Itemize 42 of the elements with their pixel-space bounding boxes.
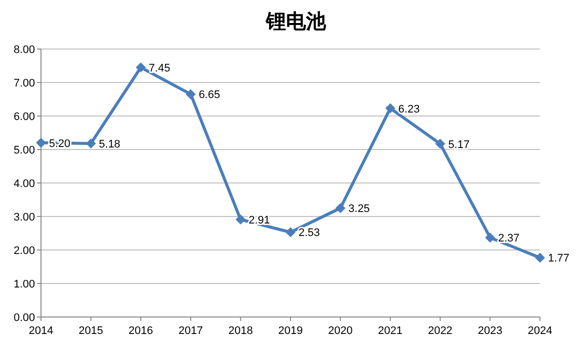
y-tick-label: 3.00 [14, 212, 35, 224]
y-tick-label: 7.00 [14, 78, 35, 90]
data-label: 5.18 [98, 138, 120, 150]
point [86, 138, 96, 148]
point [435, 138, 446, 149]
data-label: 1.77 [548, 252, 570, 265]
x-tick-label: 2019 [278, 325, 303, 337]
x-tick-label: 2017 [178, 325, 203, 337]
x-tick-label: 2024 [528, 325, 552, 337]
point [236, 214, 246, 225]
point [286, 227, 296, 238]
point [385, 103, 396, 114]
y-tick-label: 1.00 [14, 278, 35, 290]
y-tick-label: 0.00 [14, 312, 35, 324]
chart-title: 锂电池 [265, 11, 327, 33]
y-tick-label: 6.00 [14, 111, 35, 123]
x-tick-label: 2021 [378, 325, 403, 337]
x-tick-label: 2020 [328, 325, 353, 337]
point [535, 252, 545, 263]
point [136, 62, 146, 72]
y-tick-label: 5.00 [14, 144, 35, 156]
point [186, 89, 196, 100]
y-tick-label: 4.00 [14, 178, 35, 190]
data-label: 5.17 [448, 138, 470, 151]
data-label: 2.37 [498, 232, 520, 245]
x-tick-label: 2014 [28, 325, 54, 337]
data-label: 3.25 [348, 203, 370, 216]
data-label: 2.53 [298, 227, 320, 240]
y-tick-label: 2.00 [14, 245, 35, 257]
point [485, 232, 496, 243]
point [36, 138, 46, 148]
x-tick-label: 2022 [428, 325, 452, 337]
x-tick-label: 2018 [228, 325, 253, 337]
data-label: 7.45 [148, 62, 170, 74]
x-tick-label: 2015 [78, 325, 104, 337]
y-tick-label: 8.00 [14, 44, 35, 56]
point [335, 203, 346, 214]
x-tick-label: 2016 [128, 325, 154, 337]
data-label: 6.23 [398, 103, 420, 116]
data-label: 2.91 [248, 214, 270, 227]
data-label: 6.65 [198, 89, 220, 102]
x-tick-label: 2023 [478, 325, 502, 337]
